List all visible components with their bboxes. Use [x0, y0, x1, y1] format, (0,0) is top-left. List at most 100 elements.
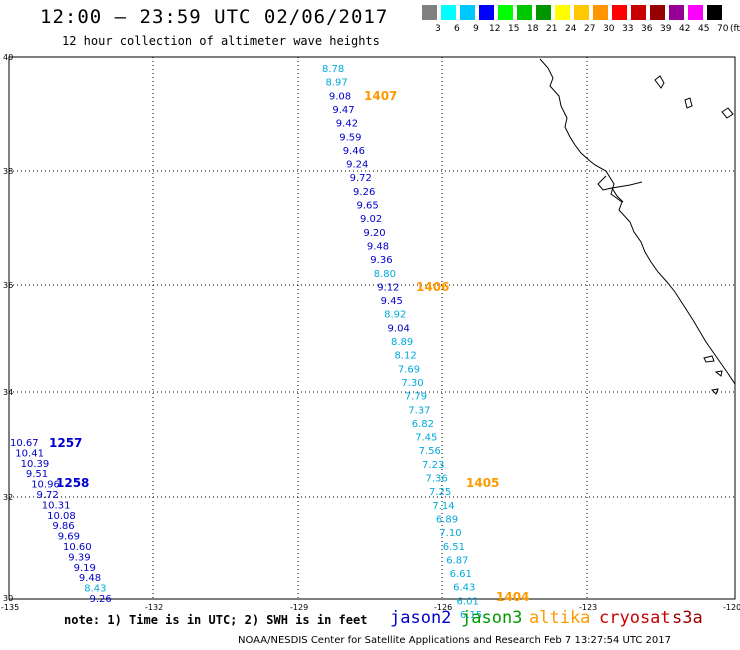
swh-value: 6.51	[443, 542, 465, 553]
scale-swatch	[688, 5, 703, 20]
swh-value: 6.89	[436, 514, 458, 525]
swh-value: 7.69	[398, 364, 420, 375]
swh-value: 9.72	[37, 490, 59, 501]
swh-value: 9.59	[339, 132, 361, 143]
lat-tick-label: 30	[3, 594, 13, 603]
swh-value: 9.51	[26, 469, 48, 480]
scale-label: 33	[622, 24, 634, 34]
scale-swatch	[669, 5, 684, 20]
lon-tick-label: -129	[290, 603, 308, 612]
scale-swatch	[574, 5, 589, 20]
swh-value: 6.87	[446, 555, 468, 566]
scale-label: 36	[641, 24, 653, 34]
swh-value: 10.39	[21, 459, 50, 470]
lat-tick-label: 38	[3, 167, 13, 176]
axis-ticks: 40 38 36 34 32 30-135 -132 -129 -126 -123 -120	[1, 53, 740, 612]
scale-swatch	[631, 5, 646, 20]
scale-label: 15	[508, 24, 520, 34]
scale-swatch	[555, 5, 570, 20]
coastline	[539, 58, 736, 395]
swh-value: 10.41	[15, 448, 44, 459]
swh-value: 7.25	[429, 487, 451, 498]
scale-label: 24	[565, 24, 577, 34]
footer-note: note: 1) Time is in UTC; 2) SWH is in fe…	[64, 613, 368, 627]
swh-value: 9.19	[74, 563, 96, 574]
scale-swatch	[479, 5, 494, 20]
swh-value: 6.15	[460, 610, 482, 621]
swh-value: 7.56	[419, 446, 441, 457]
swh-value: 10.60	[63, 542, 92, 553]
scale-unit: (ft)	[730, 24, 740, 34]
swh-value: 7.79	[405, 392, 427, 403]
lon-tick-label: -120	[723, 603, 740, 612]
lat-tick-label: 40	[3, 53, 13, 62]
scale-label: 39	[660, 24, 672, 34]
swh-value: 9.48	[79, 573, 101, 584]
swh-value: 9.65	[357, 201, 379, 212]
swh-value: 9.36	[370, 255, 392, 266]
scale-label: 12	[489, 24, 501, 34]
swh-value: 9.26	[90, 594, 112, 605]
swh-value: 9.24	[346, 160, 368, 171]
scale-swatch	[593, 5, 608, 20]
scale-label: 21	[546, 24, 558, 34]
scale-swatch	[460, 5, 475, 20]
swh-value: 9.26	[353, 187, 375, 198]
map-subtitle: 12 hour collection of altimeter wave hei…	[62, 34, 380, 48]
swh-value: 9.02	[360, 214, 382, 225]
scale-label: 27	[584, 24, 596, 34]
lat-tick-label: 34	[3, 388, 13, 397]
pass-time-label: 1405	[466, 476, 499, 490]
pass-time-label: 1407	[364, 89, 397, 103]
swh-value: 7.45	[415, 433, 437, 444]
swh-value: 9.42	[336, 119, 358, 130]
swh-value: 6.61	[450, 569, 472, 580]
scale-label: 18	[527, 24, 539, 34]
legend-jason2: jason2	[390, 608, 452, 628]
swh-value: 8.89	[391, 337, 413, 348]
legend-altika: altika	[529, 608, 591, 628]
swh-value: 9.08	[329, 91, 351, 102]
california-coast	[539, 58, 736, 385]
scale-swatch	[517, 5, 532, 20]
channel-island-2	[714, 370, 723, 377]
channel-island-3	[710, 388, 719, 395]
swh-value: 9.20	[363, 228, 385, 239]
lat-tick-label: 32	[3, 493, 13, 502]
scale-label: 70	[717, 24, 729, 34]
swh-value: 10.31	[42, 500, 71, 511]
swh-value: 7.23	[422, 460, 444, 471]
swh-value: 6.82	[412, 419, 434, 430]
swh-value: 9.86	[52, 521, 74, 532]
scale-swatch	[498, 5, 513, 20]
swh-value: 9.47	[332, 105, 354, 116]
legend-s3a: s3a	[672, 608, 703, 628]
reservoir-outline	[721, 107, 734, 119]
swh-value: 7.10	[439, 528, 461, 539]
scale-label: 9	[473, 24, 479, 34]
scale-label: 45	[698, 24, 710, 34]
bay-area-inlet	[597, 175, 624, 203]
swh-value: 7.14	[432, 501, 454, 512]
swh-value: 8.92	[384, 310, 406, 321]
swh-value: 6.01	[457, 596, 479, 607]
map-title: 12:00 – 23:59 UTC 02/06/2017	[40, 6, 389, 28]
lon-tick-label: -123	[579, 603, 597, 612]
swh-value: 9.48	[367, 241, 389, 252]
swh-value: 8.97	[325, 78, 347, 89]
scale-label: 3	[435, 24, 441, 34]
map-frame	[8, 56, 736, 600]
scale-swatch	[441, 5, 456, 20]
scale-swatch	[650, 5, 665, 20]
swh-value: 7.36	[426, 474, 448, 485]
lat-tick-label: 36	[3, 281, 13, 290]
lon-tick-label: -126	[434, 603, 452, 612]
swh-value: 10.67	[10, 438, 39, 449]
lat-lon-grid	[9, 57, 735, 599]
scale-swatch	[612, 5, 627, 20]
swh-value: 8.78	[322, 64, 344, 75]
swh-value: 9.39	[68, 552, 90, 563]
scale-label: 30	[603, 24, 615, 34]
scale-swatch	[422, 5, 437, 20]
